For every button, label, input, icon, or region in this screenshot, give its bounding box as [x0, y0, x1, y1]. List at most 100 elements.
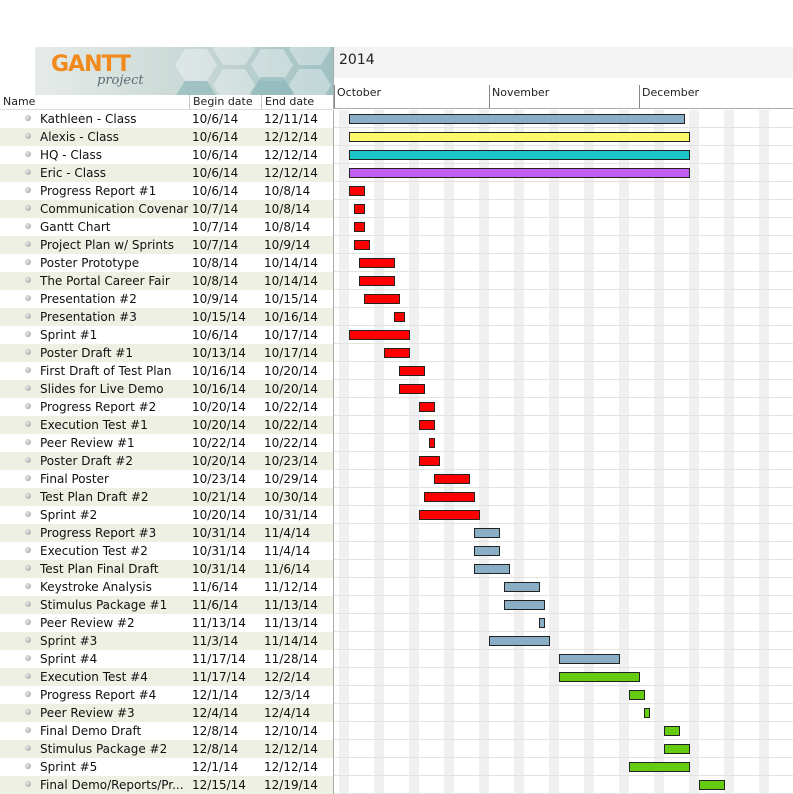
task-end-date: 10/15/14	[264, 292, 318, 306]
task-row[interactable]: Final Demo Draft 12/8/14 12/10/14	[0, 722, 333, 740]
task-bar[interactable]	[504, 600, 545, 610]
task-row[interactable]: Progress Report #2 10/20/14 10/22/14	[0, 398, 333, 416]
task-bar[interactable]	[419, 402, 435, 412]
task-row[interactable]: HQ - Class 10/6/14 12/12/14	[0, 146, 333, 164]
task-bar[interactable]	[629, 762, 690, 772]
task-name: Presentation #3	[40, 310, 137, 324]
task-row[interactable]: Final Poster 10/23/14 10/29/14	[0, 470, 333, 488]
task-row[interactable]: Progress Report #1 10/6/14 10/8/14	[0, 182, 333, 200]
task-row[interactable]: Sprint #2 10/20/14 10/31/14	[0, 506, 333, 524]
task-row[interactable]: Project Plan w/ Sprints 10/7/14 10/9/14	[0, 236, 333, 254]
task-row[interactable]: Presentation #3 10/15/14 10/16/14	[0, 308, 333, 326]
task-bar[interactable]	[474, 564, 510, 574]
gantt-chart-area[interactable]	[333, 110, 793, 794]
task-bullet-icon	[25, 673, 31, 679]
task-row[interactable]: Progress Report #4 12/1/14 12/3/14	[0, 686, 333, 704]
task-row[interactable]: Poster Prototype 10/8/14 10/14/14	[0, 254, 333, 272]
task-bar[interactable]	[399, 366, 425, 376]
task-bullet-icon	[25, 601, 31, 607]
task-bar[interactable]	[429, 438, 435, 448]
task-bar[interactable]	[644, 708, 650, 718]
task-row[interactable]: First Draft of Test Plan 10/16/14 10/20/14	[0, 362, 333, 380]
task-bar[interactable]	[559, 654, 620, 664]
task-bar[interactable]	[664, 744, 690, 754]
task-bar[interactable]	[474, 528, 500, 538]
task-row[interactable]: Final Demo/Reports/Pr... 12/15/14 12/19/14	[0, 776, 333, 794]
task-bar[interactable]	[504, 582, 540, 592]
task-row[interactable]: Peer Review #3 12/4/14 12/4/14	[0, 704, 333, 722]
task-row[interactable]: Stimulus Package #1 11/6/14 11/13/14	[0, 596, 333, 614]
task-row[interactable]: Keystroke Analysis 11/6/14 11/12/14	[0, 578, 333, 596]
task-row[interactable]: Sprint #1 10/6/14 10/17/14	[0, 326, 333, 344]
column-header-begin-date[interactable]: Begin date	[189, 95, 253, 109]
task-bar[interactable]	[354, 222, 365, 232]
task-bar[interactable]	[419, 456, 440, 466]
task-bar[interactable]	[354, 204, 365, 214]
task-bar[interactable]	[419, 510, 480, 520]
task-bar[interactable]	[419, 420, 435, 430]
task-begin-date: 12/8/14	[192, 724, 239, 738]
task-begin-date: 12/15/14	[192, 778, 246, 792]
task-bar[interactable]	[349, 132, 690, 142]
task-bar[interactable]	[349, 114, 685, 124]
task-row[interactable]: Stimulus Package #2 12/8/14 12/12/14	[0, 740, 333, 758]
task-bar[interactable]	[394, 312, 405, 322]
task-bullet-icon	[25, 277, 31, 283]
task-name: Final Poster	[40, 472, 109, 486]
column-header-name[interactable]: Name	[3, 95, 36, 108]
task-bar[interactable]	[699, 780, 725, 790]
task-bar[interactable]	[629, 690, 645, 700]
task-bar[interactable]	[399, 384, 425, 394]
task-name: Peer Review #1	[40, 436, 135, 450]
task-bar[interactable]	[359, 258, 395, 268]
task-row[interactable]: Execution Test #2 10/31/14 11/4/14	[0, 542, 333, 560]
task-row[interactable]: The Portal Career Fair 10/8/14 10/14/14	[0, 272, 333, 290]
task-row[interactable]: Peer Review #2 11/13/14 11/13/14	[0, 614, 333, 632]
task-row[interactable]: Eric - Class 10/6/14 12/12/14	[0, 164, 333, 182]
task-row[interactable]: Progress Report #3 10/31/14 11/4/14	[0, 524, 333, 542]
task-bar[interactable]	[364, 294, 400, 304]
task-bar[interactable]	[474, 546, 500, 556]
task-row[interactable]: Sprint #5 12/1/14 12/12/14	[0, 758, 333, 776]
task-begin-date: 10/15/14	[192, 310, 246, 324]
task-row[interactable]: Slides for Live Demo 10/16/14 10/20/14	[0, 380, 333, 398]
task-bullet-icon	[25, 763, 31, 769]
task-name: Slides for Live Demo	[40, 382, 164, 396]
task-row[interactable]: Gantt Chart 10/7/14 10/8/14	[0, 218, 333, 236]
task-row[interactable]: Kathleen - Class 10/6/14 12/11/14	[0, 110, 333, 128]
task-bar[interactable]	[434, 474, 470, 484]
task-bar[interactable]	[559, 672, 640, 682]
task-row[interactable]: Execution Test #4 11/17/14 12/2/14	[0, 668, 333, 686]
task-bar[interactable]	[349, 168, 690, 178]
task-row[interactable]: Execution Test #1 10/20/14 10/22/14	[0, 416, 333, 434]
task-bullet-icon	[25, 709, 31, 715]
task-row[interactable]: Test Plan Final Draft 10/31/14 11/6/14	[0, 560, 333, 578]
task-begin-date: 10/6/14	[192, 328, 239, 342]
task-row[interactable]: Alexis - Class 10/6/14 12/12/14	[0, 128, 333, 146]
task-row[interactable]: Poster Draft #2 10/20/14 10/23/14	[0, 452, 333, 470]
task-begin-date: 10/20/14	[192, 418, 246, 432]
task-bullet-icon	[25, 565, 31, 571]
task-bar[interactable]	[664, 726, 680, 736]
task-begin-date: 10/20/14	[192, 454, 246, 468]
task-row[interactable]: Peer Review #1 10/22/14 10/22/14	[0, 434, 333, 452]
task-bar[interactable]	[359, 276, 395, 286]
task-row[interactable]: Presentation #2 10/9/14 10/15/14	[0, 290, 333, 308]
task-bullet-icon	[25, 511, 31, 517]
task-bar[interactable]	[384, 348, 410, 358]
task-bar[interactable]	[424, 492, 475, 502]
task-row[interactable]: Test Plan Draft #2 10/21/14 10/30/14	[0, 488, 333, 506]
task-bar[interactable]	[489, 636, 550, 646]
task-bar[interactable]	[354, 240, 370, 250]
task-row[interactable]: Sprint #3 11/3/14 11/14/14	[0, 632, 333, 650]
task-bar[interactable]	[539, 618, 545, 628]
task-begin-date: 10/9/14	[192, 292, 239, 306]
task-row[interactable]: Poster Draft #1 10/13/14 10/17/14	[0, 344, 333, 362]
column-header-end-date[interactable]: End date	[261, 95, 314, 109]
task-name: Sprint #5	[40, 760, 98, 774]
task-row[interactable]: Communication Covenant 10/7/14 10/8/14	[0, 200, 333, 218]
task-bar[interactable]	[349, 150, 690, 160]
task-row[interactable]: Sprint #4 11/17/14 11/28/14	[0, 650, 333, 668]
task-bar[interactable]	[349, 330, 410, 340]
task-bar[interactable]	[349, 186, 365, 196]
